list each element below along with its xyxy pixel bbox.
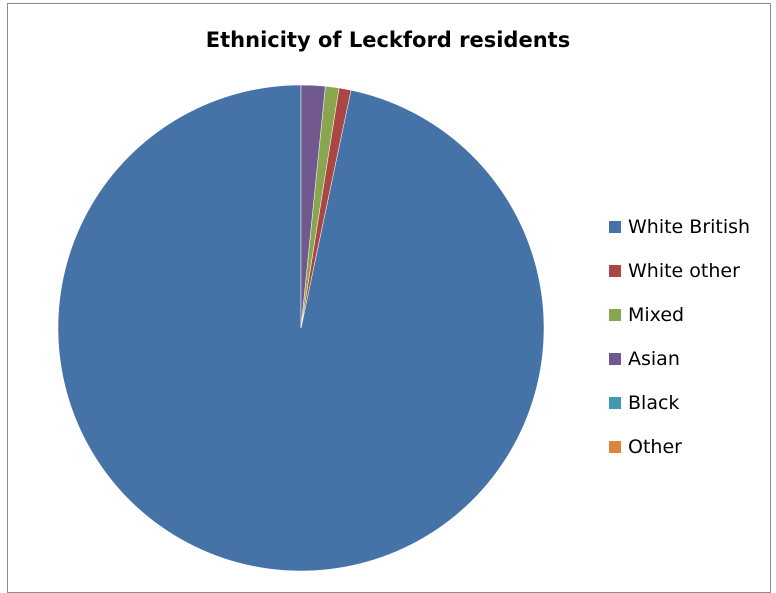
legend-swatch-white-other (609, 265, 621, 277)
chart-legend: White British White other Mixed Asian Black O… (609, 205, 750, 469)
pie-slices (57, 84, 545, 572)
chart-title: Ethnicity of Leckford residents (205, 28, 571, 52)
legend-swatch-mixed (609, 309, 621, 321)
legend-item-mixed: Mixed (609, 293, 750, 337)
legend-item-other: Other (609, 425, 750, 469)
legend-item-asian: Asian (609, 337, 750, 381)
legend-swatch-other (609, 441, 621, 453)
legend-item-white-british: White British (609, 205, 750, 249)
legend-swatch-white-british (609, 221, 621, 233)
legend-label-white-other: White other (628, 260, 740, 282)
pie-slice-asian (300, 84, 326, 329)
legend-swatch-black (609, 397, 621, 409)
legend-label-black: Black (628, 392, 680, 414)
legend-label-mixed: Mixed (628, 304, 685, 326)
legend-item-white-other: White other (609, 249, 750, 293)
legend-label-asian: Asian (628, 348, 680, 370)
legend-item-black: Black (609, 381, 750, 425)
legend-label-white-british: White British (628, 216, 751, 238)
legend-swatch-asian (609, 353, 621, 365)
legend-label-other: Other (628, 436, 682, 458)
